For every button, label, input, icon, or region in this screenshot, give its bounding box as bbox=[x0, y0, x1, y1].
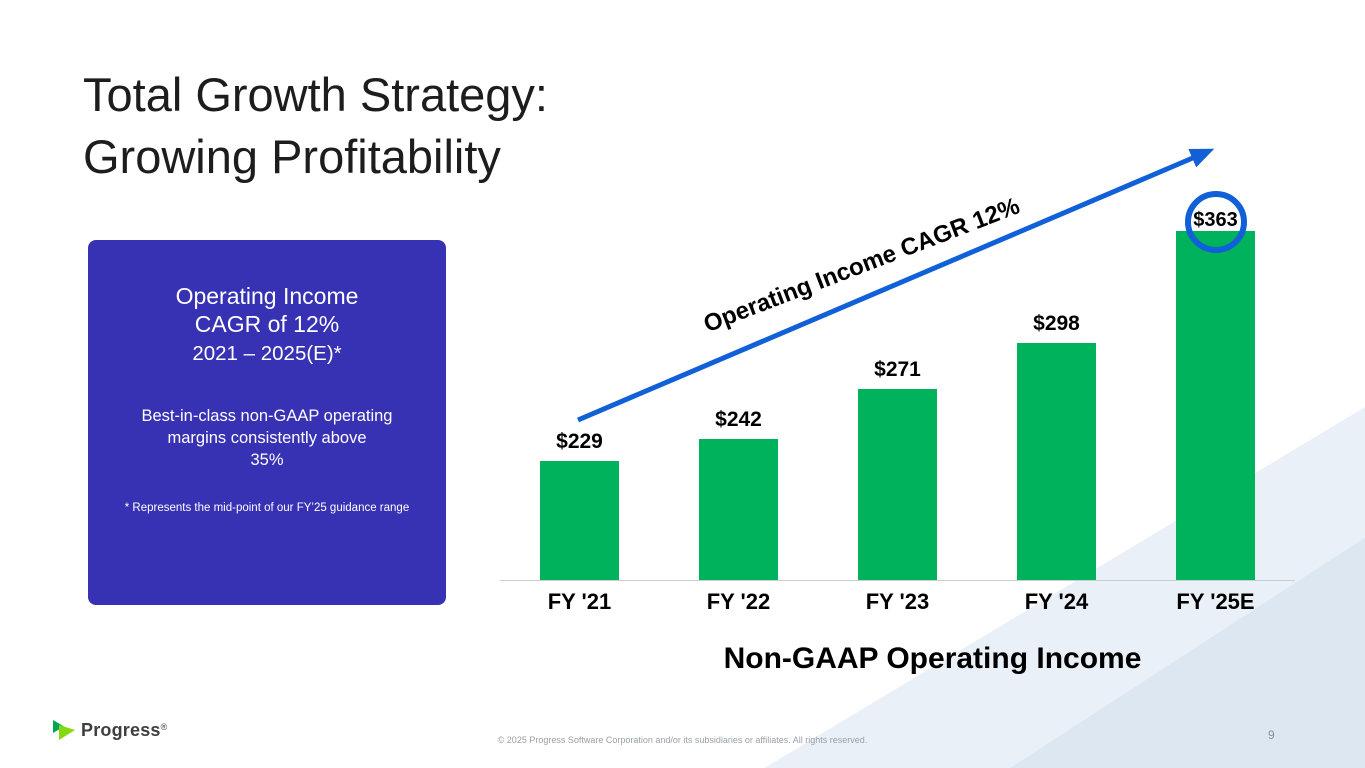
trend-arrow bbox=[577, 148, 1215, 423]
callout-heading-line3: 2021 – 2025(E)* bbox=[192, 342, 342, 366]
slide-title-line1: Total Growth Strategy: bbox=[83, 68, 548, 121]
bar-value-label: $363 bbox=[1193, 208, 1238, 231]
bar bbox=[1176, 231, 1255, 580]
callout-body-line2: margins consistently above bbox=[167, 428, 367, 447]
bar-column: $242 bbox=[659, 408, 818, 580]
bar-value-label: $298 bbox=[1033, 312, 1080, 335]
slide-title: Total Growth Strategy: Growing Profitabi… bbox=[83, 64, 548, 188]
callout-body-line3: 35% bbox=[250, 451, 284, 470]
x-axis-label: FY '24 bbox=[1024, 589, 1089, 614]
callout-footnote: * Represents the mid-point of our FY’25 … bbox=[124, 501, 410, 514]
progress-logo: Progress® bbox=[52, 719, 167, 741]
x-axis-label: FY '22 bbox=[706, 589, 771, 614]
bar-chart: Operating Income CAGR 12% $229 $242 $271 $2… bbox=[500, 130, 1295, 690]
callout-heading-line2: CAGR of 12% bbox=[194, 311, 340, 338]
bar-column: $271 bbox=[818, 358, 977, 580]
bar-value-label: $242 bbox=[715, 408, 762, 431]
x-axis-label: FY '23 bbox=[865, 589, 930, 614]
bar-column: $363 bbox=[1136, 191, 1295, 580]
slide-title-line2: Growing Profitability bbox=[83, 130, 501, 184]
bar-column: $229 bbox=[500, 430, 659, 580]
bar-value-label: $229 bbox=[556, 430, 603, 453]
bar-value-label: $271 bbox=[874, 358, 921, 381]
copyright-text: © 2025 Progress Software Corporation and… bbox=[497, 735, 868, 745]
registered-mark: ® bbox=[160, 721, 168, 732]
progress-logo-text: Progress bbox=[81, 719, 161, 740]
callout-body-line1: Best-in-class non-GAAP operating bbox=[141, 406, 393, 425]
bar bbox=[699, 439, 778, 580]
x-axis-label: FY '25E bbox=[1176, 589, 1255, 614]
bar bbox=[540, 461, 619, 580]
trend-line bbox=[577, 148, 1215, 423]
x-axis-line bbox=[500, 580, 1295, 581]
highlight-circle: $363 bbox=[1184, 191, 1247, 253]
callout-box: Operating Income CAGR of 12% 2021 – 2025… bbox=[88, 240, 446, 605]
bar bbox=[1017, 343, 1096, 580]
bar-column: $298 bbox=[977, 312, 1136, 580]
x-axis-labels: FY '21 FY '22 FY '23 FY '24 FY '25E bbox=[500, 589, 1295, 615]
bar bbox=[858, 389, 937, 580]
bars-area: $229 $242 $271 $298 $363 bbox=[500, 130, 1295, 580]
callout-body: Best-in-class non-GAAP operating margins… bbox=[114, 405, 420, 472]
x-axis-label: FY '21 bbox=[547, 589, 612, 614]
page-number: 9 bbox=[1268, 728, 1275, 742]
chart-title: Non-GAAP Operating Income bbox=[723, 642, 1142, 675]
callout-heading-line1: Operating Income bbox=[175, 283, 359, 309]
progress-logo-icon bbox=[53, 720, 75, 740]
